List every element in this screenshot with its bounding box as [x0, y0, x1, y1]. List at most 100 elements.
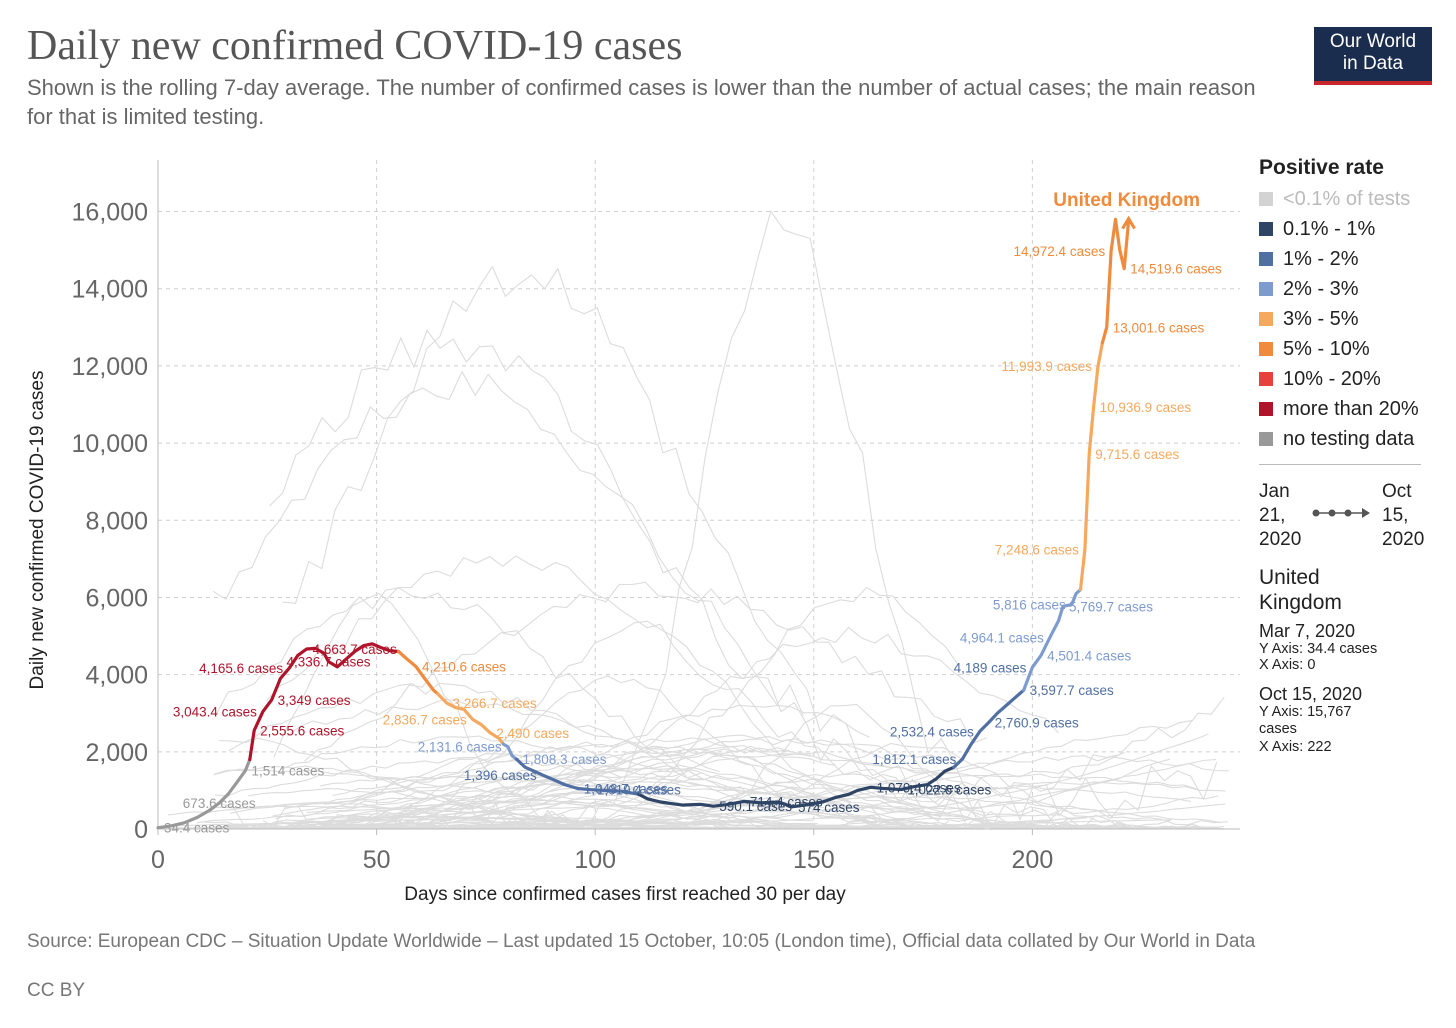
- background-country-line: [281, 735, 755, 795]
- timeline-start-label[interactable]: Jan 21, 2020: [1259, 480, 1301, 552]
- background-country-line: [332, 775, 1225, 830]
- y-axis-title: Daily new confirmed COVID-19 cases: [27, 371, 48, 690]
- x-axis-title: Days since confirmed cases first reached…: [404, 884, 846, 905]
- background-country-line: [212, 370, 804, 716]
- legend-swatch: [1259, 192, 1273, 206]
- data-label: 10,936.9 cases: [1100, 400, 1192, 415]
- legend-item[interactable]: no testing data: [1259, 428, 1414, 451]
- background-country-line: [296, 734, 1228, 826]
- legend-swatch: [1259, 432, 1273, 446]
- data-label: 1,514 cases: [251, 764, 324, 779]
- legend-divider: [1259, 464, 1421, 465]
- background-country-line: [285, 785, 1192, 830]
- background-country-line: [272, 745, 811, 817]
- legend-swatch: [1259, 282, 1273, 296]
- background-country-line: [219, 751, 1125, 829]
- data-label: 574 cases: [798, 800, 860, 815]
- info-country-line-2: Kingdom: [1259, 591, 1342, 614]
- info-end-y: Y Axis: 15,767: [1259, 704, 1352, 720]
- uk-data-labels: 34.4 cases 673.6 cases 1,514 cases 2,555.6 …: [164, 190, 1222, 836]
- legend-item[interactable]: 0.1% - 1%: [1259, 218, 1375, 241]
- legend-label: 10% - 20%: [1283, 368, 1381, 390]
- logo-line-2: in Data: [1342, 53, 1404, 74]
- legend-label: 1% - 2%: [1283, 248, 1359, 270]
- timeline-end-label[interactable]: Oct 15, 2020: [1382, 480, 1424, 552]
- data-label: 4,501.4 cases: [1047, 648, 1131, 663]
- data-label: 14,519.6 cases: [1130, 262, 1222, 277]
- data-label: 673.6 cases: [183, 796, 256, 811]
- uk-series-segment: [1100, 217, 1131, 345]
- background-country-line: [306, 779, 1225, 830]
- chart-title: Daily new confirmed COVID-19 cases: [27, 23, 683, 69]
- legend-swatch: [1259, 342, 1273, 356]
- background-country-line: [213, 765, 607, 828]
- background-country-line: [248, 788, 918, 830]
- x-tick-label: 200: [1012, 846, 1054, 874]
- timeline-slider[interactable]: [1312, 505, 1372, 521]
- legend-item[interactable]: 3% - 5%: [1259, 308, 1359, 331]
- data-label: 1,048.7 cases: [584, 782, 668, 797]
- legend-title: Positive rate: [1259, 156, 1384, 179]
- data-label: 1,022.6 cases: [907, 783, 991, 798]
- background-country-line: [214, 757, 622, 797]
- uk-series-segment: [248, 642, 401, 762]
- timeline-dot: [1328, 509, 1336, 517]
- y-tick-label: 0: [134, 816, 148, 844]
- legend-item[interactable]: 2% - 3%: [1259, 278, 1359, 301]
- legend-item[interactable]: 5% - 10%: [1259, 338, 1370, 361]
- background-country-line: [269, 329, 1071, 831]
- data-label: 1,808.3 cases: [523, 752, 607, 767]
- background-country-line: [219, 209, 1218, 831]
- owid-logo[interactable]: Our World in Data: [1314, 27, 1432, 85]
- axes: 0 2,000 4,000 6,000 8,000 10,000 12,000 14,000 1…: [27, 160, 1240, 905]
- data-label: 2,555.6 cases: [260, 723, 344, 738]
- timeline-start-day: 21,: [1259, 505, 1286, 526]
- legend-item[interactable]: 1% - 2%: [1259, 248, 1359, 271]
- data-label: 14,972.4 cases: [1014, 244, 1106, 259]
- background-country-line: [282, 265, 1136, 830]
- timeline-handle-start[interactable]: [1312, 509, 1320, 517]
- data-label: 714.4 cases: [750, 794, 823, 809]
- data-label: 3,043.4 cases: [173, 705, 257, 720]
- data-label: 1,019.4 cases: [597, 783, 681, 798]
- info-start-y: Y Axis: 34.4 cases: [1259, 641, 1378, 657]
- legend-item[interactable]: more than 20%: [1259, 398, 1419, 421]
- series-label-united-kingdom: United Kingdom: [1053, 190, 1200, 211]
- background-country-line: [313, 765, 852, 826]
- x-tick-label: 0: [151, 846, 165, 874]
- uk-series-segment: [156, 757, 252, 830]
- info-country: United Kingdom: [1259, 565, 1342, 615]
- data-label: 5,816 cases: [993, 598, 1066, 613]
- timeline-start-year: 2020: [1259, 529, 1302, 550]
- legend-item[interactable]: 10% - 20%: [1259, 368, 1381, 391]
- logo-line-1: Our World: [1329, 31, 1417, 52]
- timeline-dot: [1344, 509, 1352, 517]
- background-country-line: [272, 799, 732, 824]
- y-tick-label: 8,000: [85, 507, 148, 535]
- data-label: 3,597.7 cases: [1030, 683, 1114, 698]
- legend-label: 5% - 10%: [1283, 338, 1370, 360]
- data-label: 1,396 cases: [464, 768, 537, 783]
- legend-item[interactable]: <0.1% of tests: [1259, 188, 1410, 211]
- data-label: 4,964.1 cases: [960, 630, 1044, 645]
- legend-swatch: [1259, 312, 1273, 326]
- info-start-date: Mar 7, 2020: [1259, 621, 1356, 641]
- data-label: 9,715.6 cases: [1095, 447, 1179, 462]
- y-tick-label: 16,000: [72, 199, 148, 227]
- legend-label: 0.1% - 1%: [1283, 218, 1376, 240]
- legend-label: 3% - 5%: [1283, 308, 1359, 330]
- timeline-handle-end[interactable]: [1362, 508, 1370, 518]
- data-label: 4,189 cases: [954, 660, 1027, 675]
- background-country-line: [323, 737, 836, 805]
- y-tick-label: 10,000: [72, 430, 148, 458]
- license-link[interactable]: CC BY: [27, 980, 86, 1001]
- background-country-line: [304, 581, 987, 762]
- timeline-end-month: Oct: [1382, 481, 1412, 502]
- uk-series-segment: [436, 692, 505, 746]
- uk-series-segment: [637, 765, 956, 809]
- legend-swatch: [1259, 372, 1273, 386]
- timeline-end-day: 15,: [1382, 505, 1409, 526]
- background-country-line: [240, 675, 949, 830]
- uk-series-segment: [1078, 341, 1104, 592]
